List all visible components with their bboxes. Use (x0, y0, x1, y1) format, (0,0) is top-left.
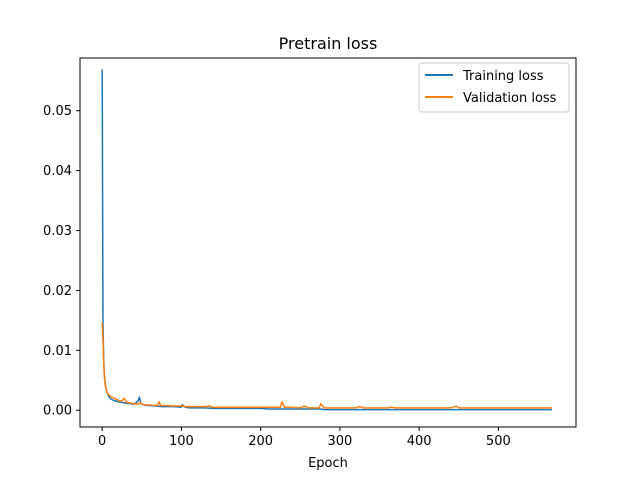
y-axis-ticks: 0.00 0.01 0.02 0.03 0.04 0.05 (43, 104, 80, 419)
legend-label-training-loss: Training loss (462, 69, 544, 84)
legend-box (418, 62, 570, 113)
x-tick-label: 400 (407, 434, 432, 449)
plot-lines (101, 69, 553, 411)
y-tick-label: 0.02 (43, 284, 72, 299)
legend: Training loss Validation loss (418, 62, 570, 113)
x-axis-label: Epoch (308, 456, 348, 471)
x-axis-ticks: 0 100 200 300 400 500 (98, 427, 511, 449)
chart-title: Pretrain loss (279, 34, 378, 53)
x-tick-label: 0 (98, 434, 106, 449)
series-line-training-loss (101, 69, 553, 411)
x-tick-label: 300 (327, 434, 352, 449)
legend-label-validation-loss: Validation loss (463, 91, 557, 106)
x-tick-label: 500 (486, 434, 511, 449)
y-tick-label: 0.01 (43, 344, 72, 359)
axes-frame (79, 57, 577, 428)
y-tick-label: 0.05 (43, 104, 72, 119)
y-tick-label: 0.04 (43, 164, 72, 179)
y-tick-label: 0.00 (43, 404, 72, 419)
series-line-validation-loss (101, 322, 553, 409)
x-tick-label: 100 (169, 434, 194, 449)
y-tick-label: 0.03 (43, 224, 72, 239)
x-tick-label: 200 (248, 434, 273, 449)
